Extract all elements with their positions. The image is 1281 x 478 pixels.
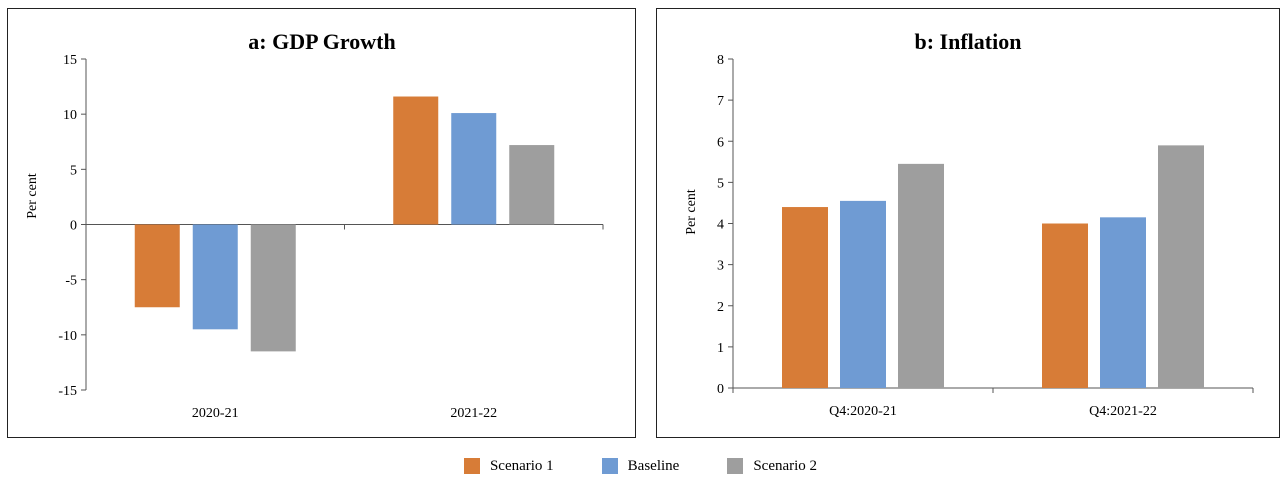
inflation-y-tick-label: 4	[717, 218, 724, 233]
legend-label-scenario-1: Scenario 1	[489, 457, 554, 474]
gdp-y-tick-label: 5	[70, 163, 77, 178]
gdp-growth-title: a: GDP Growth	[248, 29, 395, 54]
inflation-y-tick-label: 0	[717, 382, 724, 397]
gdp-y-tick-label: 10	[63, 108, 77, 123]
inflation-bar-baseline-q4-2020-21	[840, 200, 886, 388]
charts-figure: a: GDP Growth Per cent 151050-5-10-15202…	[7, 8, 1280, 438]
gdp-y-tick-label: -10	[58, 329, 77, 344]
gdp-bar-scenario-1-2021-22	[393, 96, 439, 225]
gdp-growth-y-axis-title: Per cent	[25, 173, 40, 219]
inflation-y-tick-label: 1	[717, 341, 724, 356]
inflation-x-tick-label: Q4:2020-21	[829, 404, 897, 419]
inflation-panel: b: Inflation Per cent 8 7 6 5 4 3 2 1 0 Q4:2020-2…	[656, 8, 1280, 438]
legend-swatch-scenario-2	[727, 458, 744, 474]
inflation-y-axis-title: Per cent	[684, 189, 699, 235]
gdp-bar-scenario-1-2020-21	[134, 224, 180, 308]
gdp-bar-scenario-2-2021-22	[509, 145, 555, 225]
gdp-bar-baseline-2020-21	[192, 224, 238, 330]
inflation-bar-scenario-2-q4-2020-21	[898, 163, 944, 388]
gdp-x-tick-label: 2021-22	[450, 406, 497, 421]
legend-swatch-baseline	[601, 458, 618, 474]
inflation-bar-scenario-2-q4-2021-22	[1158, 145, 1204, 388]
gdp-growth-panel: a: GDP Growth Per cent 15 10 5 0 -5 -10 -15 202…	[7, 8, 636, 438]
legend-item-scenario-2: Scenario 2	[727, 458, 817, 475]
inflation-bar-scenario-1-q4-2021-22	[1042, 223, 1088, 388]
inflation-y-tick-label: 8	[717, 53, 724, 68]
legend-swatch-scenario-1	[463, 458, 480, 474]
legend: Scenario 1 Baseline Scenario 2	[0, 455, 1281, 477]
inflation-bar-baseline-q4-2021-22	[1100, 217, 1146, 388]
gdp-y-tick-label: 15	[63, 53, 77, 68]
gdp-bar-baseline-2021-22	[451, 113, 497, 225]
legend-label-baseline: Baseline	[627, 457, 680, 474]
gdp-bar-scenario-2-2020-21	[250, 224, 296, 352]
inflation-x-tick-label: Q4:2021-22	[1089, 404, 1157, 419]
inflation-y-tick-label: 5	[717, 176, 724, 191]
inflation-y-tick-label: 7	[717, 94, 724, 109]
inflation-title: b: Inflation	[915, 29, 1022, 54]
gdp-y-tick-label: 0	[70, 219, 77, 234]
gdp-y-tick-label: -5	[65, 274, 77, 289]
inflation-bar-scenario-1-q4-2020-21	[782, 207, 828, 388]
gdp-y-tick-label: -15	[58, 384, 77, 399]
inflation-y-tick-label: 2	[717, 300, 724, 315]
legend-item-scenario-1: Scenario 1	[463, 457, 554, 475]
legend-label-scenario-2: Scenario 2	[753, 457, 818, 474]
inflation-y-tick-label: 3	[717, 259, 724, 274]
gdp-x-tick-label: 2020-21	[192, 406, 239, 421]
legend-item-baseline: Baseline	[601, 457, 680, 475]
inflation-y-tick-label: 6	[717, 135, 724, 150]
